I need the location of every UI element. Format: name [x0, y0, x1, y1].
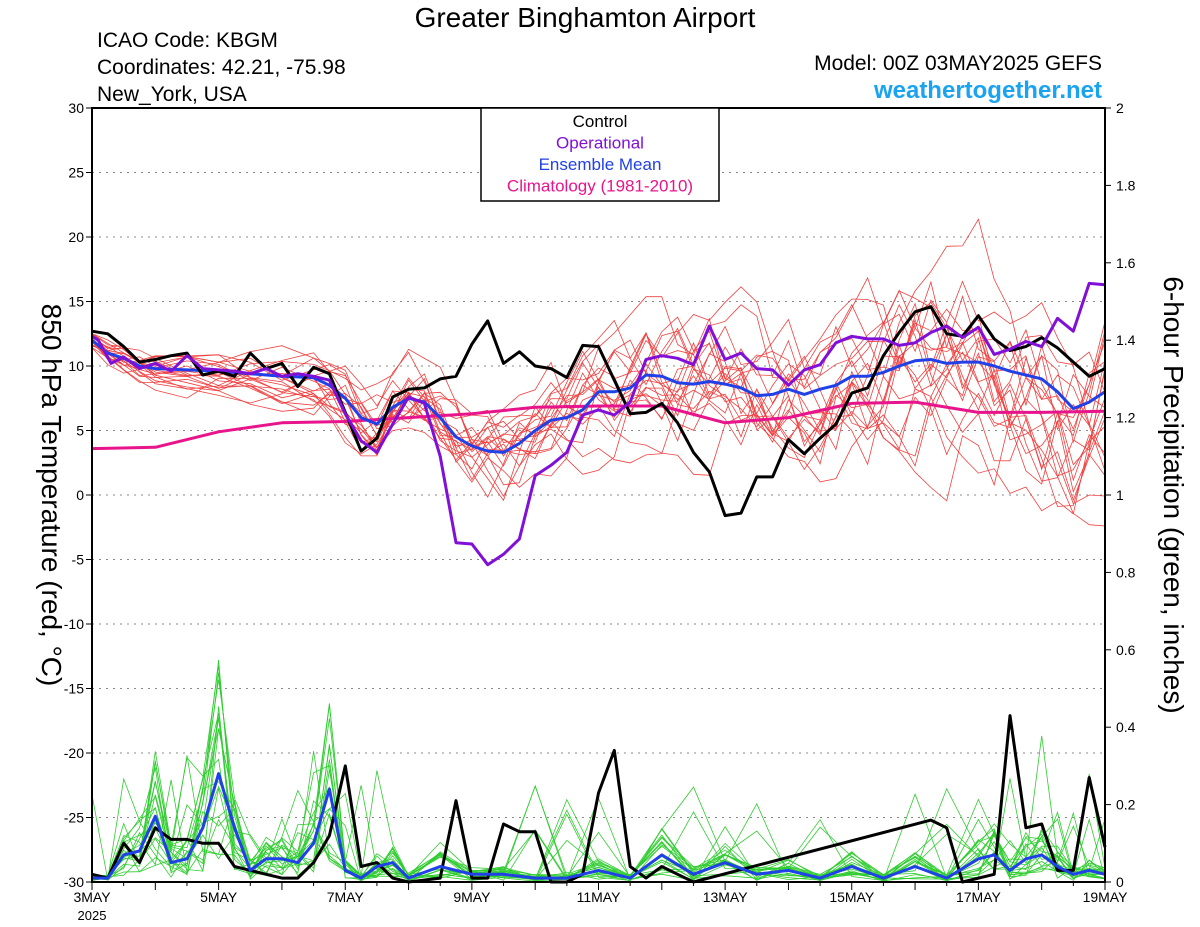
y2-tick-label: 0 — [1116, 874, 1124, 890]
y2-tick-label: 0.4 — [1116, 719, 1136, 735]
ensemble-members — [91, 218, 1106, 882]
temp-member-line — [91, 276, 1106, 488]
y-axis-title: 850 hPa Temperature (red, °C) — [36, 304, 67, 687]
precip-member-line — [91, 785, 1106, 881]
y-tick-label: -20 — [64, 745, 84, 761]
y2-tick-label: 1.6 — [1116, 255, 1136, 271]
temp-climatology-line — [91, 400, 1106, 451]
y2-axis-title: 6-hour Precipitation (green, inches) — [1158, 276, 1189, 713]
website-link[interactable]: weathertogether.net — [873, 77, 1102, 104]
y2-tick-label: 2 — [1116, 100, 1124, 116]
y-tick-label: 20 — [68, 229, 84, 245]
x-tick-label: 11MAY — [577, 889, 621, 905]
x-tick-label: 5MAY — [200, 889, 238, 905]
y-tick-label: 15 — [68, 294, 84, 310]
x-tick-label: 17MAY — [956, 889, 1002, 905]
axes: 302520151050-5-10-15-20-25-3021.81.61.41… — [64, 100, 1136, 905]
temp-member-line — [91, 289, 1106, 505]
temp-control-line — [91, 305, 1106, 518]
y-tick-label: -10 — [64, 616, 84, 632]
coordinates: Coordinates: 42.21, -75.98 — [97, 56, 346, 79]
y-tick-label: -30 — [64, 874, 84, 890]
y2-tick-label: 1 — [1116, 487, 1124, 503]
precip-member-line — [91, 744, 1106, 882]
x-tick-label: 19MAY — [1083, 889, 1129, 905]
precip-member-line — [91, 798, 1106, 882]
x-tick-label: 15MAY — [829, 889, 875, 905]
legend-entry: Operational — [556, 134, 644, 153]
precip-member-line — [91, 718, 1106, 882]
y-tick-label: 0 — [76, 487, 84, 503]
y2-tick-label: 1.2 — [1116, 410, 1136, 426]
temp-operational-line — [91, 281, 1106, 567]
temp-member-line — [91, 331, 1106, 481]
legend-entry: Ensemble Mean — [539, 155, 662, 174]
y-tick-label: 10 — [68, 358, 84, 374]
precip-member-line — [91, 728, 1106, 882]
temp-member-line — [91, 218, 1106, 498]
series-lines — [91, 281, 1107, 884]
precip-member-line — [91, 755, 1106, 881]
y2-tick-label: 1.8 — [1116, 177, 1136, 193]
legend-box — [480, 107, 720, 202]
chart-title: Greater Binghamton Airport — [414, 2, 756, 33]
temp-member-line — [91, 301, 1106, 440]
x-tick-label: 3MAY — [73, 889, 111, 905]
y-tick-label: 5 — [76, 423, 84, 439]
y2-tick-label: 0.6 — [1116, 642, 1136, 658]
temp-member-line — [91, 302, 1106, 498]
y-tick-label: -25 — [64, 810, 84, 826]
precip-ensemble-mean-line — [92, 772, 1106, 880]
x-tick-label: 13MAY — [703, 889, 749, 905]
temp-member-line — [91, 333, 1106, 502]
y2-tick-label: 1.4 — [1116, 332, 1136, 348]
precip-member-line — [91, 728, 1106, 882]
y2-tick-label: 0.2 — [1116, 797, 1136, 813]
precip-member-line — [91, 659, 1106, 882]
temp-member-line — [91, 296, 1106, 486]
legend-entry: Control — [573, 112, 628, 131]
y-tick-label: 25 — [68, 165, 84, 181]
x-tick-label: 9MAY — [453, 889, 491, 905]
icao-code: ICAO Code: KBGM — [97, 29, 278, 52]
precip-member-line — [91, 706, 1106, 881]
x-tick-label: 7MAY — [327, 889, 365, 905]
legend: Control Operational Ensemble Mean Climatolo… — [480, 107, 720, 202]
precip-member-line — [91, 756, 1106, 881]
temp-member-line — [91, 313, 1106, 466]
location: New_York, USA — [97, 83, 247, 106]
precip-member-line — [91, 773, 1106, 882]
y-tick-label: -5 — [72, 552, 85, 568]
legend-entry: Climatology (1981-2010) — [507, 177, 693, 196]
y-tick-label: -15 — [64, 681, 84, 697]
y2-tick-label: 0.8 — [1116, 564, 1136, 580]
model-run: Model: 00Z 03MAY2025 GEFS — [814, 52, 1102, 75]
temp-member-line — [91, 280, 1106, 527]
grid-lines — [92, 172, 1105, 818]
precip-member-line — [91, 751, 1106, 882]
temp-member-line — [91, 295, 1106, 456]
x-axis-year: 2025 — [78, 908, 107, 923]
temp-member-line — [91, 330, 1106, 507]
y-tick-label: 30 — [68, 100, 84, 116]
temp-member-line — [91, 332, 1106, 482]
temp-member-line — [91, 308, 1106, 459]
